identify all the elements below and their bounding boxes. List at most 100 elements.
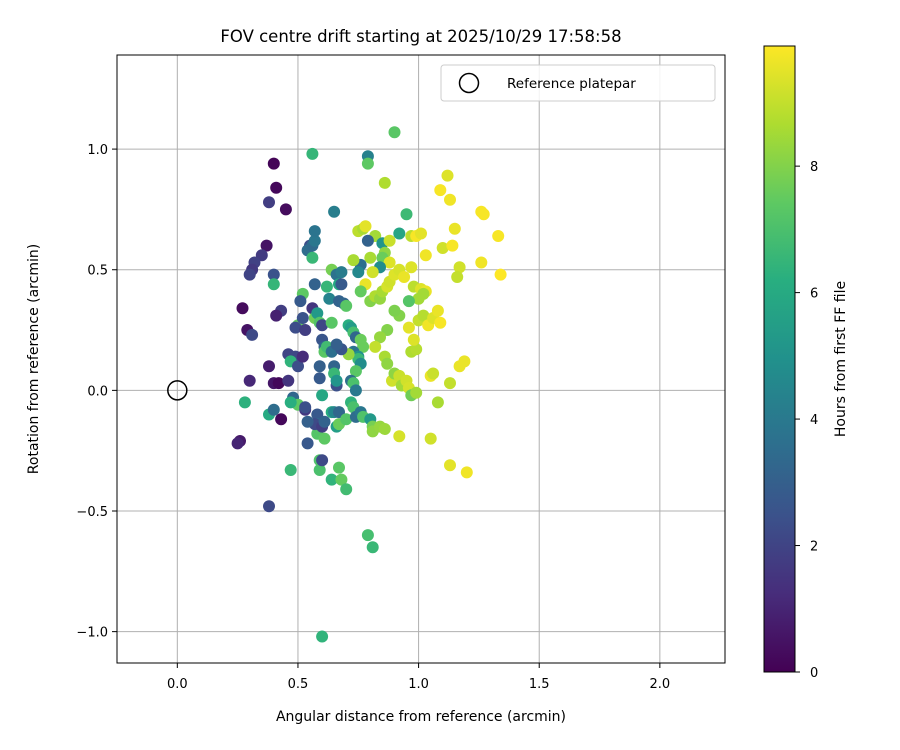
data-point <box>313 464 326 476</box>
colorbar-ticks: 0 2 4 6 8 <box>795 160 818 681</box>
data-point <box>388 126 401 139</box>
y-tick-label: −0.5 <box>76 505 108 520</box>
data-point <box>378 176 391 189</box>
data-point <box>393 227 406 240</box>
data-point <box>323 292 336 305</box>
data-point <box>330 338 343 351</box>
data-point <box>448 222 461 235</box>
data-point <box>335 278 348 291</box>
legend-box <box>440 64 716 102</box>
data-point <box>299 401 312 414</box>
data-point <box>410 343 423 356</box>
data-point <box>340 299 353 312</box>
data-point <box>381 357 394 370</box>
data-point <box>431 304 444 317</box>
colorbar-tick-label: 0 <box>810 666 818 681</box>
data-point <box>357 340 370 353</box>
data-point <box>308 278 321 291</box>
data-point <box>412 292 425 305</box>
data-point <box>359 220 372 233</box>
data-point <box>301 437 314 450</box>
data-point <box>424 432 437 445</box>
colorbar-tick-label: 6 <box>810 287 818 302</box>
data-point <box>289 321 302 334</box>
data-point <box>441 169 454 182</box>
data-point <box>308 225 321 238</box>
data-point <box>296 350 309 363</box>
data-point <box>246 328 259 341</box>
data-point <box>402 321 415 334</box>
x-tick-label: 1.0 <box>408 677 429 692</box>
data-point <box>402 295 415 308</box>
data-point <box>354 285 367 298</box>
data-point <box>316 319 329 332</box>
data-point <box>267 403 280 416</box>
data-point <box>419 249 432 262</box>
data-point <box>318 415 331 428</box>
x-tick-label: 0.0 <box>167 677 188 692</box>
data-point <box>267 268 280 281</box>
y-axis-ticks: −1.0 −0.5 0.0 0.5 1.0 <box>76 143 117 641</box>
data-point <box>434 184 447 197</box>
data-point <box>453 261 466 274</box>
data-point <box>349 384 362 397</box>
data-point <box>361 529 374 542</box>
data-point <box>306 147 319 160</box>
x-axis-ticks: 0.0 0.5 1.0 1.5 2.0 <box>167 663 670 692</box>
data-point <box>366 266 379 279</box>
data-point <box>364 251 377 264</box>
data-point <box>316 454 329 467</box>
data-point <box>444 193 456 206</box>
data-point <box>279 203 292 216</box>
data-point <box>316 630 329 643</box>
data-point <box>284 396 297 409</box>
colorbar-gradient <box>763 45 796 673</box>
x-tick-label: 0.5 <box>288 677 309 692</box>
data-point <box>475 256 488 269</box>
data-point <box>325 316 338 329</box>
data-point <box>458 355 471 368</box>
data-point <box>238 396 251 409</box>
x-axis-label: Angular distance from reference (arcmin) <box>276 709 566 725</box>
data-points <box>231 126 507 643</box>
grid-lines <box>117 55 725 663</box>
data-point <box>270 181 283 194</box>
data-point <box>306 251 319 264</box>
data-point <box>275 413 288 426</box>
data-point <box>333 461 345 474</box>
data-point <box>292 360 304 373</box>
data-point <box>311 307 324 320</box>
data-point <box>236 302 249 315</box>
data-point <box>260 239 273 252</box>
data-point <box>349 365 362 378</box>
data-point <box>335 266 348 279</box>
data-point <box>369 340 382 353</box>
data-point <box>263 500 275 513</box>
data-point <box>378 423 391 435</box>
y-axis-label: Rotation from reference (arcmin) <box>26 244 42 474</box>
data-point <box>374 331 386 344</box>
y-tick-label: 0.5 <box>87 264 108 279</box>
data-point <box>393 430 406 443</box>
data-point <box>328 205 341 218</box>
colorbar: 0 2 4 6 8 Hours from first FF file <box>763 45 849 681</box>
chart-title: FOV centre drift starting at 2025/10/29 … <box>220 27 621 46</box>
data-point <box>494 268 507 281</box>
colorbar-label: Hours from first FF file <box>833 281 849 437</box>
data-point <box>255 249 268 262</box>
data-point <box>352 266 365 279</box>
data-point <box>366 541 379 554</box>
data-point <box>316 389 329 402</box>
data-point <box>301 415 314 428</box>
data-point <box>335 473 348 486</box>
data-point <box>282 374 295 387</box>
data-point <box>388 304 401 317</box>
data-point <box>361 234 374 247</box>
data-point <box>308 234 321 247</box>
data-point <box>383 256 396 269</box>
data-point <box>415 227 427 240</box>
legend: Reference platepar <box>440 64 716 102</box>
data-point <box>398 271 411 283</box>
data-point <box>383 234 396 247</box>
